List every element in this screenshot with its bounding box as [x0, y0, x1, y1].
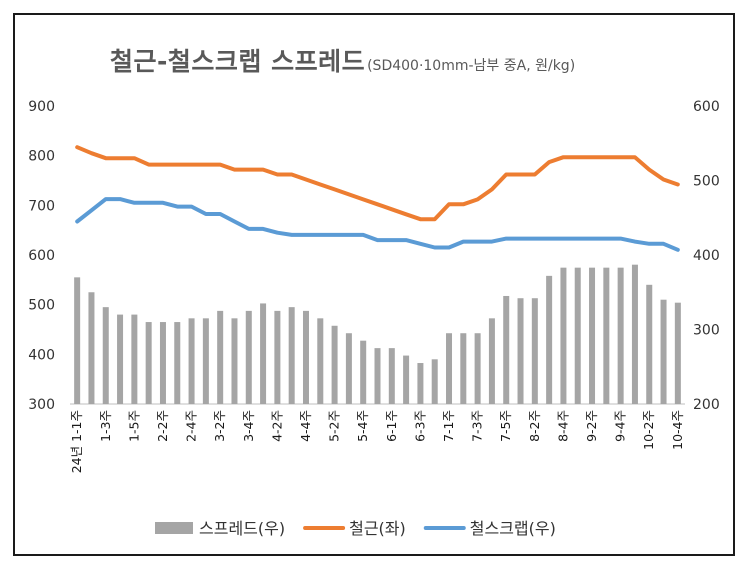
- scrap-line: [75, 197, 680, 252]
- legend-label: 철근(좌): [349, 519, 406, 538]
- rebar-line: [75, 145, 680, 222]
- spread-bar: [674, 302, 681, 404]
- spread-bar: [517, 298, 524, 404]
- spread-bar: [74, 277, 81, 404]
- x-tick-label: 10-2주: [641, 410, 656, 450]
- x-tick-label: 7-5주: [498, 410, 513, 442]
- axes-group: 300 400 500 600 700 800 900 200 300 400 500 600: [28, 99, 719, 413]
- spread-bar: [603, 267, 610, 404]
- spread-bar: [488, 318, 495, 404]
- spread-bar: [302, 310, 309, 404]
- spread-bar: [288, 307, 295, 404]
- y-left-tick: 700: [28, 198, 55, 214]
- spread-bar: [174, 322, 181, 404]
- x-tick-label: 3-2주: [212, 410, 227, 442]
- x-tick-label: 24년 1-1주: [69, 410, 84, 473]
- chart-subtitle: (SD400·10mm-남부 중A, 원/kg): [367, 58, 576, 74]
- x-tick-label: 5-4주: [355, 410, 370, 442]
- spread-bar: [574, 267, 581, 404]
- spread-bar: [431, 359, 438, 404]
- x-tick-label: 2-2주: [155, 410, 170, 442]
- spread-bar: [660, 299, 667, 404]
- x-tick-label: 9-4주: [613, 410, 628, 442]
- spread-bar: [274, 310, 281, 404]
- spread-bar: [260, 303, 267, 404]
- x-tick-label: 1-5주: [126, 410, 141, 442]
- x-tick-label: 8-4주: [555, 410, 570, 442]
- x-tick-label: 1-3주: [98, 410, 113, 442]
- x-tick-label: 4-2주: [269, 410, 284, 442]
- spread-bar: [145, 322, 152, 404]
- x-tick-label: 5-2주: [327, 410, 342, 442]
- spread-bar: [360, 340, 367, 404]
- spread-bar: [102, 307, 109, 404]
- spread-bar: [374, 348, 381, 404]
- spread-bar: [446, 333, 453, 404]
- spread-bar: [560, 267, 567, 404]
- y-right-tick: 500: [693, 174, 720, 190]
- y-right-tick: 300: [693, 323, 720, 339]
- legend: 스프레드(우) 철근(좌) 철스크랩(우): [155, 519, 556, 538]
- spread-bar: [117, 314, 124, 404]
- x-tick-labels: 24년 1-1주 1-3주 1-5주 2-2주 2-4주 3-2주 3-4주 4-2주 4-4주…: [69, 410, 685, 473]
- legend-label: 철스크랩(우): [470, 519, 556, 538]
- spread-bar: [388, 348, 395, 404]
- y-right-tick: 200: [693, 397, 720, 413]
- x-tick-label: 6-1주: [384, 410, 399, 442]
- y-left-tick: 800: [28, 149, 55, 165]
- spread-bar: [589, 267, 596, 404]
- y-right-tick: 400: [693, 248, 720, 264]
- spread-bar: [546, 275, 553, 404]
- spread-bar: [417, 363, 424, 404]
- spread-bar: [531, 298, 538, 404]
- spread-bar: [617, 267, 624, 404]
- x-tick-label: 2-4주: [184, 410, 199, 442]
- x-tick-label: 3-4주: [241, 410, 256, 442]
- x-tick-label: 8-2주: [527, 410, 542, 442]
- x-tick-label: 4-4주: [298, 410, 313, 442]
- spread-bar: [88, 292, 95, 404]
- spread-bar: [474, 333, 481, 404]
- spread-bar: [131, 314, 138, 404]
- spread-bar: [159, 322, 166, 404]
- y-right-tick: 600: [693, 99, 720, 115]
- legend-swatch-bar: [155, 522, 193, 534]
- chart-title: 철근-철스크랩 스프레드: [110, 47, 366, 76]
- spread-bar: [460, 333, 467, 404]
- y-left-tick: 600: [28, 248, 55, 264]
- spread-bar: [202, 318, 209, 404]
- spread-bar: [646, 284, 653, 404]
- spread-bar: [631, 264, 638, 404]
- chart-title-block: 철근-철스크랩 스프레드 (SD400·10mm-남부 중A, 원/kg): [110, 42, 575, 78]
- spread-bar: [231, 318, 238, 404]
- spread-bar: [403, 355, 410, 404]
- x-tick-label: 7-1주: [441, 410, 456, 442]
- spread-bar: [188, 318, 195, 404]
- bars-group: [74, 264, 681, 404]
- x-tick-label: 7-3주: [470, 410, 485, 442]
- spread-bar: [245, 310, 252, 404]
- spread-bar: [217, 310, 224, 404]
- x-tick-label: 9-2주: [584, 410, 599, 442]
- x-tick-label: 6-3주: [412, 410, 427, 442]
- chart-frame: [13, 13, 735, 556]
- spread-bar: [345, 333, 352, 404]
- lines-group: [75, 145, 680, 252]
- spread-bar: [317, 318, 324, 404]
- y-left-tick: 300: [28, 397, 55, 413]
- legend-label: 스프레드(우): [199, 519, 285, 538]
- y-left-tick: 500: [28, 298, 55, 314]
- y-left-tick: 400: [28, 347, 55, 363]
- spread-bar: [331, 325, 338, 404]
- spread-bar: [503, 295, 510, 404]
- y-left-tick: 900: [28, 99, 55, 115]
- x-tick-label: 10-4주: [670, 410, 685, 450]
